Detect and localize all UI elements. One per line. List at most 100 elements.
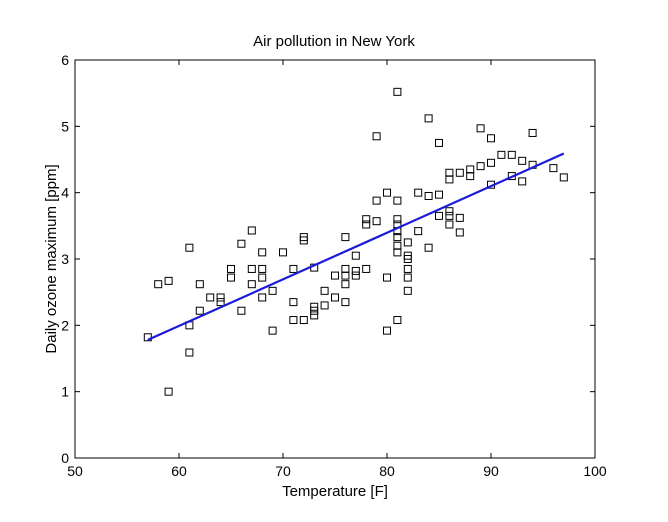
- y-axis-label: Daily ozone maximum [ppm]: [43, 164, 60, 353]
- data-point-marker: [341, 264, 350, 273]
- data-point-marker: [424, 191, 433, 200]
- data-point-marker: [185, 243, 194, 252]
- y-tick-label: 2: [61, 317, 69, 333]
- data-point-marker: [435, 190, 443, 199]
- data-point-marker: [414, 227, 423, 236]
- data-point-marker: [258, 264, 267, 273]
- data-point-marker: [455, 213, 464, 222]
- data-point-marker: [507, 150, 516, 159]
- data-point-marker: [435, 138, 443, 147]
- data-point-marker: [206, 293, 215, 302]
- y-tick-label: 3: [61, 251, 69, 267]
- data-point-marker: [372, 132, 381, 141]
- x-tick-label: 90: [483, 463, 499, 479]
- data-point-marker: [310, 311, 319, 320]
- data-point-marker: [455, 228, 464, 237]
- data-point-marker: [403, 273, 412, 282]
- data-point-marker: [445, 220, 454, 229]
- data-point-marker: [341, 280, 350, 289]
- data-point-marker: [164, 276, 173, 285]
- x-tick-label: 100: [583, 463, 607, 479]
- data-point-marker: [445, 207, 454, 216]
- data-point-marker: [393, 248, 402, 257]
- data-point-marker: [351, 271, 360, 280]
- data-point-marker: [195, 306, 204, 315]
- data-point-marker: [247, 280, 256, 289]
- data-point-marker: [320, 286, 329, 295]
- data-point-marker: [476, 124, 485, 133]
- data-point-marker: [195, 280, 204, 289]
- data-point-marker: [403, 264, 412, 273]
- data-point-marker: [237, 306, 246, 315]
- x-tick-label: 60: [171, 463, 187, 479]
- data-point-marker: [445, 168, 454, 177]
- data-point-marker: [331, 271, 339, 280]
- data-point-marker: [403, 255, 412, 263]
- data-point-marker: [299, 236, 308, 245]
- regression-line-group: [147, 152, 565, 341]
- y-tick-label: 6: [61, 52, 69, 68]
- y-tick-label: 5: [61, 118, 69, 134]
- data-point-marker: [445, 175, 454, 184]
- data-point-marker: [393, 241, 402, 250]
- data-point-marker: [268, 286, 277, 295]
- data-point-marker: [393, 316, 402, 325]
- data-point-marker: [487, 158, 495, 167]
- x-tick-label: 70: [275, 463, 291, 479]
- data-point-marker: [518, 156, 527, 165]
- data-point-marker: [351, 266, 360, 275]
- y-axis-ticks: 0 1 2 3 4 5 6: [61, 52, 595, 466]
- chart-title: Air pollution in New York: [253, 33, 415, 50]
- data-point-marker: [393, 233, 402, 242]
- data-point-marker: [549, 164, 558, 173]
- plot-area-frame: [74, 59, 596, 459]
- data-point-marker: [383, 188, 391, 197]
- data-point-marker: [372, 196, 381, 205]
- data-point-marker: [258, 248, 267, 257]
- data-point-marker: [341, 271, 350, 280]
- data-point-marker: [424, 114, 433, 123]
- data-point-marker: [320, 301, 329, 310]
- data-point-marker: [455, 168, 464, 177]
- data-point-marker: [227, 264, 235, 273]
- x-tick-label: 50: [67, 463, 83, 479]
- x-axis-label: Temperature [F]: [282, 483, 388, 500]
- data-point-marker: [268, 326, 277, 335]
- data-point-marker: [435, 211, 443, 220]
- data-point-marker: [351, 251, 360, 260]
- y-tick-label: 4: [61, 185, 69, 201]
- x-axis-ticks: 50 60 70 80 90 100: [67, 60, 607, 479]
- data-point-marker: [497, 150, 506, 159]
- data-point-marker: [289, 264, 298, 273]
- data-point-marker: [414, 188, 423, 197]
- data-point-marker: [289, 316, 298, 325]
- data-point-marker: [518, 177, 527, 186]
- data-point-marker: [559, 173, 568, 182]
- data-point-marker: [383, 326, 391, 335]
- data-point-marker: [164, 387, 173, 396]
- data-point-marker: [466, 172, 475, 181]
- data-point-marker: [299, 316, 308, 325]
- data-point-marker: [289, 298, 298, 307]
- data-point-marker: [403, 286, 412, 295]
- data-point-marker: [445, 211, 454, 220]
- data-point-marker: [247, 264, 256, 273]
- data-point-marker: [403, 238, 412, 247]
- data-point-marker: [393, 215, 402, 224]
- data-point-marker: [227, 273, 235, 282]
- scatter-markers: [143, 87, 568, 396]
- data-point-marker: [237, 239, 246, 248]
- data-point-marker: [185, 348, 194, 357]
- data-point-marker: [476, 162, 485, 171]
- data-point-marker: [393, 196, 402, 205]
- data-point-marker: [258, 273, 267, 282]
- data-point-marker: [362, 220, 371, 229]
- data-point-marker: [216, 293, 225, 302]
- data-point-marker: [487, 134, 495, 143]
- data-point-marker: [424, 243, 433, 252]
- data-point-marker: [279, 248, 287, 257]
- data-point-marker: [372, 217, 381, 226]
- data-point-marker: [258, 293, 267, 302]
- data-point-marker: [154, 280, 163, 289]
